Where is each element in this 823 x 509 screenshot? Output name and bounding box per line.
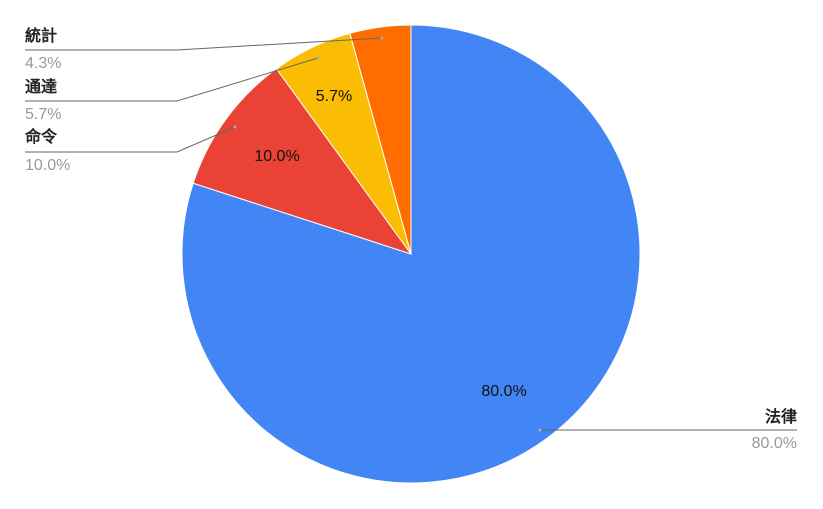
leader-dot: [233, 125, 237, 129]
outside-value-label: 5.7%: [25, 106, 61, 123]
legend-label: 統計: [25, 26, 57, 45]
leader-dot: [538, 428, 542, 432]
legend-label: 通達: [25, 77, 57, 96]
outside-value-label: 80.0%: [752, 435, 797, 452]
outside-value-label: 4.3%: [25, 55, 61, 72]
leader-dot: [380, 36, 384, 40]
leader-line: [25, 57, 319, 102]
outside-value-label: 10.0%: [25, 157, 70, 174]
legend-label: 命令: [24, 127, 58, 146]
data-label: 5.7%: [316, 88, 352, 105]
pie-slice: [181, 24, 641, 484]
leader-dot: [316, 56, 320, 60]
leader-line: [25, 126, 236, 153]
data-label: 80.0%: [481, 383, 526, 400]
leader-line: [25, 37, 383, 51]
pie-slice: [349, 24, 412, 255]
pie-slice: [192, 68, 413, 255]
data-label: 10.0%: [254, 148, 299, 165]
legend-label: 法律: [765, 407, 797, 426]
